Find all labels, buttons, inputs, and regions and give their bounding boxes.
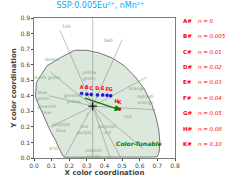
svg-text:greenishyellow: greenishyellow [64, 93, 84, 104]
svg-text:n = 0.05: n = 0.05 [198, 110, 222, 116]
svg-text:0.1: 0.1 [47, 162, 57, 169]
svg-text:0.6: 0.6 [135, 162, 145, 169]
svg-text:A#: A# [183, 18, 192, 24]
svg-text:0.0: 0.0 [21, 154, 31, 161]
svg-text:yellowgreen: yellowgreen [82, 70, 97, 81]
svg-text:0.8: 0.8 [21, 30, 31, 37]
svg-text:0.2: 0.2 [64, 162, 74, 169]
svg-text:n = 0: n = 0 [198, 18, 214, 24]
svg-text:n = 0.02: n = 0.02 [198, 64, 222, 70]
svg-text:0.4: 0.4 [100, 162, 110, 169]
svg-text:0.2: 0.2 [21, 123, 31, 130]
svg-text:reddishpurple: reddishpurple [85, 148, 102, 159]
svg-text:G: G [109, 86, 113, 92]
svg-text:n = 0.005: n = 0.005 [198, 33, 226, 39]
svg-text:B#: B# [183, 33, 192, 39]
svg-text:H: H [114, 98, 118, 104]
svg-text:Y color coordination: Y color coordination [10, 48, 18, 128]
svg-text:K: K [118, 99, 123, 105]
svg-text:purplishblue: purplishblue [52, 122, 70, 133]
svg-text:0.4: 0.4 [21, 92, 31, 99]
svg-text:0.7: 0.7 [21, 45, 31, 52]
svg-text:530: 530 [62, 24, 71, 29]
svg-text:orange: orange [129, 86, 145, 91]
svg-text:purplishred: purplishred [98, 124, 116, 135]
svg-text:n = 0.01: n = 0.01 [198, 49, 222, 55]
svg-text:c: c [86, 111, 89, 116]
svg-text:470: 470 [49, 146, 58, 151]
svg-text:redpurple: redpurple [77, 124, 92, 135]
svg-text:0.0: 0.0 [29, 162, 39, 169]
svg-text:0.8: 0.8 [170, 162, 180, 169]
svg-text:bluish green: bluish green [33, 75, 61, 80]
svg-text:0.7: 0.7 [153, 162, 163, 169]
svg-text:0.5: 0.5 [117, 162, 127, 169]
svg-text:n = 0.04: n = 0.04 [198, 95, 222, 101]
svg-text:K#: K# [183, 141, 192, 147]
svg-text:0.9: 0.9 [21, 14, 31, 21]
svg-text:SSP:0.005Eu²⁺, nMn²⁺: SSP:0.005Eu²⁺, nMn²⁺ [57, 1, 145, 10]
svg-text:bluegreen: bluegreen [36, 90, 49, 101]
svg-text:E: E [101, 85, 105, 91]
svg-text:0.1: 0.1 [21, 139, 31, 146]
svg-text:F#: F# [183, 95, 192, 101]
svg-text:C: C [89, 85, 93, 91]
svg-text:560: 560 [104, 38, 113, 43]
svg-text:0.5: 0.5 [21, 76, 31, 83]
svg-text:B: B [85, 84, 89, 90]
svg-text:reddishorange: reddishorange [137, 94, 154, 105]
svg-text:0.6: 0.6 [21, 61, 31, 68]
svg-text:F: F [105, 86, 108, 92]
svg-text:0.3: 0.3 [82, 162, 92, 169]
svg-text:0.3: 0.3 [21, 107, 31, 114]
svg-text:E#: E# [183, 79, 192, 85]
svg-text:n = 0.10: n = 0.10 [198, 141, 222, 147]
svg-text:n = 0.08: n = 0.08 [198, 126, 222, 132]
svg-text:red: red [124, 114, 132, 119]
svg-text:H#: H# [183, 126, 193, 132]
svg-text:G#: G# [183, 110, 193, 116]
svg-text:C#: C# [183, 49, 192, 55]
svg-text:Color-Tunable: Color-Tunable [116, 140, 162, 147]
svg-text:D#: D# [183, 64, 193, 70]
svg-text:D: D [95, 85, 99, 91]
svg-text:greenishblue: greenishblue [37, 104, 57, 115]
svg-text:n = 0.03: n = 0.03 [198, 79, 222, 85]
svg-text:Green: Green [45, 57, 59, 62]
svg-text:A: A [80, 84, 84, 90]
svg-text:X color coordination: X color coordination [65, 169, 145, 177]
